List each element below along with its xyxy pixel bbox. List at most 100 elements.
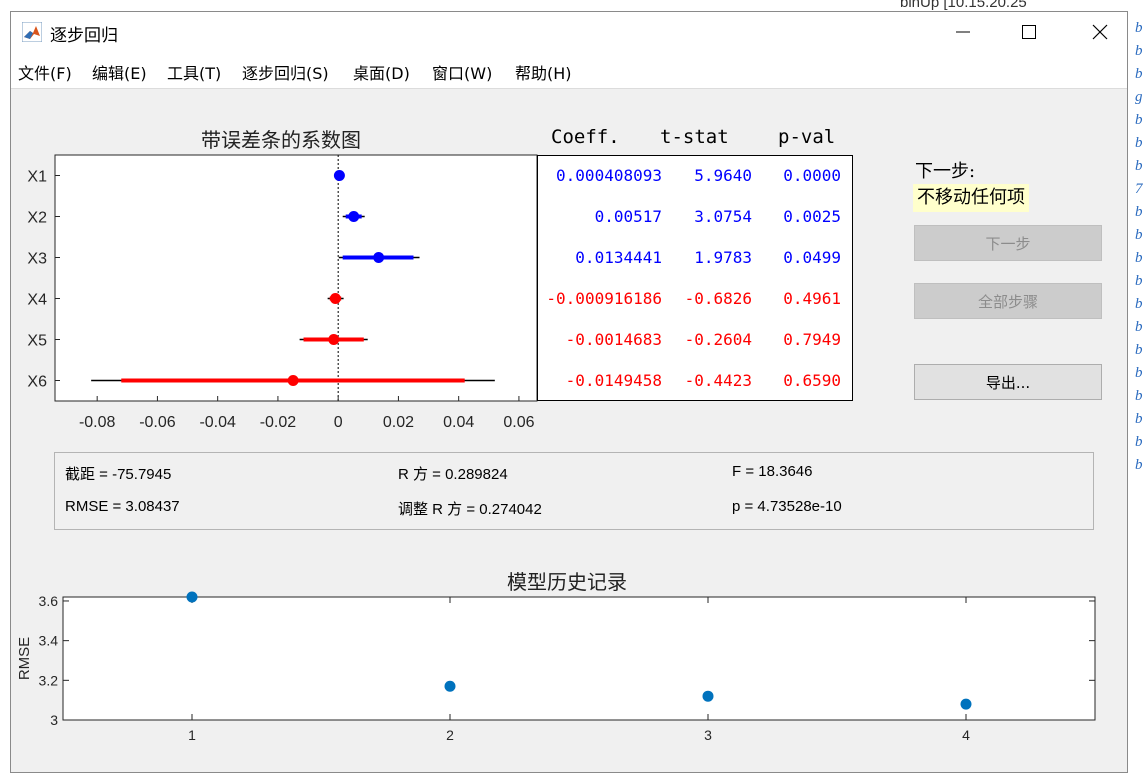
background-item: b	[1135, 66, 1143, 82]
export-button[interactable]: 导出...	[914, 364, 1102, 400]
title-bar: 逐步回归	[11, 12, 1127, 52]
history-point	[960, 698, 972, 710]
background-item: b	[1135, 135, 1143, 151]
close-button[interactable]	[1077, 12, 1123, 52]
coef-point	[328, 334, 340, 345]
background-item: b	[1135, 273, 1143, 289]
maximize-button[interactable]	[1006, 12, 1052, 52]
menu-tools[interactable]: 工具(T)	[167, 64, 222, 83]
table-cell-coef[interactable]: -0.0149458	[565, 370, 662, 390]
matlab-icon	[22, 22, 42, 42]
background-item: b	[1135, 434, 1143, 450]
menu-stepwise[interactable]: 逐步回归(S)	[242, 64, 329, 83]
table-cell-p[interactable]: 0.6590	[783, 370, 841, 390]
background-item: b	[1135, 296, 1143, 312]
table-cell-coef[interactable]: -0.0014683	[565, 329, 662, 349]
background-item: 7	[1135, 181, 1143, 197]
coef-point	[287, 375, 299, 386]
menu-desktop[interactable]: 桌面(D)	[353, 64, 410, 83]
table-cell-coef[interactable]: 0.00517	[594, 206, 662, 226]
stats-panel: 截距 = -75.7945 R 方 = 0.289824 F = 18.3646…	[54, 452, 1094, 530]
menu-file[interactable]: 文件(F)	[18, 64, 72, 83]
x-tick-label: -0.02	[260, 414, 297, 431]
coef-point	[348, 211, 360, 222]
table-cell-coef[interactable]: 0.0134441	[575, 247, 662, 267]
x-tick-label: 0.04	[443, 414, 474, 431]
table-cell-coef[interactable]: 0.000408093	[556, 165, 662, 185]
table-cell-t[interactable]: 5.9640	[694, 165, 752, 185]
table-cell-t[interactable]: -0.6826	[684, 288, 752, 308]
background-item: b	[1135, 342, 1143, 358]
stat-rmse: RMSE = 3.08437	[65, 498, 180, 515]
history-point	[186, 591, 198, 603]
history-x-tick-label: 3	[704, 727, 712, 743]
maximize-icon	[1022, 25, 1036, 39]
y-tick-label: X6	[27, 374, 47, 391]
coef-plot[interactable]: -0.08 -0.06 -0.04 -0.02 0 0.02 0.04 0.06 X1 X2 X3 X…	[11, 142, 541, 442]
table-cell-p[interactable]: 0.0499	[783, 247, 841, 267]
table-cell-p[interactable]: 0.7949	[783, 329, 841, 349]
history-y-tick-label: 3	[50, 712, 58, 728]
history-plot-title: 模型历史记录	[507, 570, 627, 594]
window-title: 逐步回归	[50, 26, 118, 46]
background-item: b	[1135, 43, 1143, 59]
stat-rsquared: R 方 = 0.289824	[398, 466, 508, 483]
y-tick-label: X4	[27, 292, 47, 309]
menu-edit[interactable]: 编辑(E)	[92, 64, 147, 83]
coef-plot-title: 带误差条的系数图	[201, 128, 361, 152]
table-cell-t[interactable]: 1.9783	[694, 247, 752, 267]
history-x-tick-label: 1	[188, 727, 196, 743]
coef-point	[373, 252, 385, 263]
x-tick-label: -0.06	[139, 414, 176, 431]
close-icon	[1092, 24, 1108, 40]
background-item: b	[1135, 411, 1143, 427]
x-tick-label: 0	[334, 414, 343, 431]
table-cell-t[interactable]: -0.2604	[684, 329, 752, 349]
stat-f: F = 18.3646	[732, 463, 813, 480]
coef-table: 0.000408093 5.9640 0.0000 0.00517 3.0754 0.00…	[537, 155, 853, 401]
header-tstat: t-stat	[660, 126, 729, 148]
history-y-tick-label: 3.2	[39, 672, 59, 688]
background-item: b	[1135, 388, 1143, 404]
history-point	[444, 680, 456, 692]
stat-adj-rsquared: 调整 R 方 = 0.274042	[398, 501, 542, 518]
background-item: b	[1135, 365, 1143, 381]
all-steps-button[interactable]: 全部步骤	[914, 283, 1102, 319]
table-cell-t[interactable]: -0.4423	[684, 370, 752, 390]
coef-axes	[54, 154, 538, 402]
table-cell-t[interactable]: 3.0754	[694, 206, 752, 226]
history-y-tick-label: 3.6	[39, 593, 59, 609]
menu-bar: 文件(F) 编辑(E) 工具(T) 逐步回归(S) 桌面(D) 窗口(W) 帮助…	[11, 52, 1127, 89]
header-coeff: Coeff.	[551, 126, 620, 148]
background-item: b	[1135, 158, 1143, 174]
stepwise-window: 逐步回归 文件(F) 编辑(E) 工具(T) 逐步回归(S) 桌面(D) 窗口(…	[10, 11, 1128, 773]
table-cell-p[interactable]: 0.4961	[783, 288, 841, 308]
menu-window[interactable]: 窗口(W)	[432, 64, 493, 83]
history-x-tick-label: 2	[446, 727, 454, 743]
background-item: b	[1135, 112, 1143, 128]
next-step-button[interactable]: 下一步	[914, 225, 1102, 261]
table-cell-p[interactable]: 0.0025	[783, 206, 841, 226]
background-workspace-row: binUp [10.15.20.25	[900, 0, 1027, 11]
history-x-tick-label: 4	[962, 727, 970, 743]
history-plot[interactable]: 1 2 3 4 3 3.2 3.4 3.6 RMSE	[11, 587, 1111, 757]
y-tick-label: X2	[27, 210, 47, 227]
y-tick-label: X1	[27, 169, 47, 186]
y-tick-label: X3	[27, 251, 47, 268]
next-step-label: 下一步:	[915, 161, 976, 182]
minimize-button[interactable]	[940, 12, 986, 52]
history-point	[702, 690, 714, 702]
next-step-value: 不移动任何项	[913, 184, 1029, 212]
coef-point	[329, 293, 341, 304]
coef-point	[333, 170, 345, 181]
x-tick-label: -0.04	[199, 414, 236, 431]
table-cell-p[interactable]: 0.0000	[783, 165, 841, 185]
menu-help[interactable]: 帮助(H)	[515, 64, 572, 83]
stat-p: p = 4.73528e-10	[732, 498, 842, 515]
table-cell-coef[interactable]: -0.000916186	[546, 288, 662, 308]
header-pval: p-val	[778, 126, 836, 148]
minimize-icon	[956, 31, 970, 33]
background-item: b	[1135, 227, 1143, 243]
x-tick-label: 0.02	[383, 414, 414, 431]
